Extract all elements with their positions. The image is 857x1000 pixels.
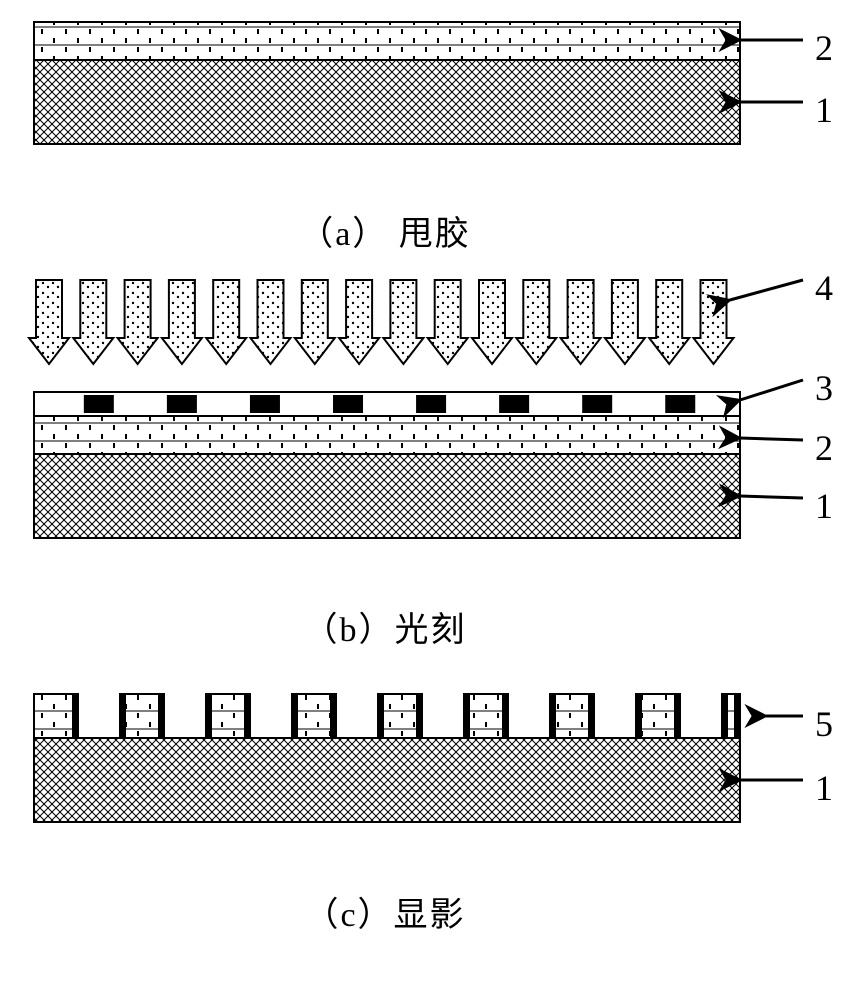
pillar-edge <box>722 694 728 738</box>
callout-number-1: 1 <box>815 486 833 526</box>
pillar-edge <box>158 694 164 738</box>
resist-pillar <box>636 694 680 738</box>
mask-opaque-block <box>499 395 529 413</box>
callout-leader <box>740 438 803 440</box>
callout-number-1: 1 <box>815 90 833 130</box>
callout-number-2: 2 <box>815 28 833 68</box>
callout-number-2: 2 <box>815 428 833 468</box>
pillar-edge <box>292 694 298 738</box>
callout-leader <box>730 280 803 300</box>
uv-arrow-icon <box>339 280 379 364</box>
mask-opaque-block <box>84 395 114 413</box>
c-substrate-layer <box>34 738 740 822</box>
diagram-page: 2 1 4 3 2 1 5 1 （a） 甩胶 （b）光刻 （c）显影 <box>0 0 857 1000</box>
callout-number-4: 4 <box>815 268 833 308</box>
resist-pillar <box>550 694 594 738</box>
pillar-edge <box>72 694 78 738</box>
caption-c: （c）显影 <box>0 887 770 936</box>
resist-pillar <box>464 694 508 738</box>
mask-opaque-block <box>333 395 363 413</box>
mask-opaque-block <box>416 395 446 413</box>
callout-leader <box>740 380 803 400</box>
pillar-edge <box>464 694 470 738</box>
uv-arrow-icon <box>605 280 645 364</box>
pillar-edge <box>244 694 250 738</box>
uv-arrow-icon <box>428 280 468 364</box>
uv-arrow-icon <box>73 280 113 364</box>
uv-arrow-icon <box>29 280 69 364</box>
caption-b: （b）光刻 <box>0 602 770 651</box>
uv-arrow-icon <box>251 280 291 364</box>
pillar-edge <box>206 694 212 738</box>
callout-number-5: 5 <box>815 704 833 744</box>
pillar-edge <box>330 694 336 738</box>
pillar-edge <box>378 694 384 738</box>
a-substrate-layer <box>34 60 740 144</box>
mask-opaque-block <box>665 395 695 413</box>
uv-arrow-icon <box>516 280 556 364</box>
callout-leader <box>740 496 803 498</box>
pillar-edge <box>636 694 642 738</box>
uv-arrow-icon <box>206 280 246 364</box>
mask-opaque-block <box>582 395 612 413</box>
caption-a: （a） 甩胶 <box>0 206 770 255</box>
a-resist-layer <box>34 22 740 60</box>
uv-arrow-icon <box>694 280 734 364</box>
resist-pillar <box>206 694 250 738</box>
pillar-edge <box>416 694 422 738</box>
resist-pillar <box>120 694 164 738</box>
b-substrate-layer <box>34 454 740 538</box>
callout-number-1: 1 <box>815 768 833 808</box>
pillar-edge <box>588 694 594 738</box>
pillar-edge <box>734 694 740 738</box>
uv-arrow-icon <box>162 280 202 364</box>
pillar-edge <box>550 694 556 738</box>
uv-arrow-icon <box>118 280 158 364</box>
pillar-edge <box>120 694 126 738</box>
uv-arrow-icon <box>649 280 689 364</box>
pillar-edge <box>674 694 680 738</box>
mask-opaque-block <box>250 395 280 413</box>
uv-arrow-icon <box>383 280 423 364</box>
b-resist-layer <box>34 416 740 454</box>
b-mask-layer <box>34 392 740 416</box>
resist-pillar <box>292 694 336 738</box>
uv-arrow-icon <box>561 280 601 364</box>
mask-opaque-block <box>167 395 197 413</box>
pillar-edge <box>502 694 508 738</box>
resist-pillar <box>34 694 78 738</box>
uv-arrow-icon <box>472 280 512 364</box>
callout-number-3: 3 <box>815 368 833 408</box>
process-diagram-svg: 2 1 4 3 2 1 5 1 <box>0 0 857 1000</box>
resist-pillar <box>378 694 422 738</box>
uv-arrow-icon <box>295 280 335 364</box>
